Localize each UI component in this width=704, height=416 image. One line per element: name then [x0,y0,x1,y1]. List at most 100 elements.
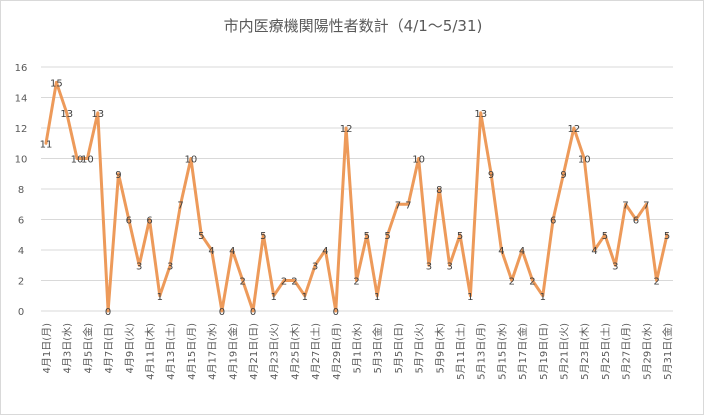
x-tick-label: 5月11日(土) [454,323,467,380]
data-label: 3 [426,261,432,272]
x-tick-label: 5月5日(日) [393,323,405,374]
y-tick-label: 10 [15,155,28,166]
x-tick-label: 5月25日(土) [599,323,612,380]
x-tick-label: 4月21日(日) [248,323,260,380]
data-label: 1 [374,292,380,303]
data-label: 0 [219,307,225,318]
data-label: 2 [653,277,659,288]
x-tick-label: 4月23日(火) [269,323,281,380]
y-tick-label: 14 [15,94,28,105]
data-label: 5 [384,231,390,242]
data-label: 6 [126,216,132,227]
data-label: 5 [602,231,608,242]
data-label: 11 [40,139,53,150]
x-tick-label: 5月13日(月) [476,323,488,380]
x-tick-label: 5月3日(金) [371,323,384,374]
x-tick-label: 4月11日(木) [145,323,157,380]
data-label: 2 [281,277,287,288]
y-tick-label: 12 [15,124,28,135]
x-tick-label: 4月17日(水) [207,323,219,380]
data-label: 13 [91,109,104,120]
data-label: 10 [81,155,94,166]
data-label: 9 [560,170,566,181]
data-label: 4 [208,246,214,257]
data-label: 1 [467,292,473,303]
data-label: 4 [498,246,504,257]
chart-title: 市内医療機関陽性者数計（4/1～5/31) [223,17,483,35]
x-tick-label: 4月15日(月) [186,323,198,380]
x-tick-label: 5月31日(金) [661,323,674,380]
data-label: 8 [436,185,442,196]
x-tick-label: 4月13日(土) [164,323,177,380]
data-label: 6 [146,216,152,227]
data-label: 5 [364,231,370,242]
data-label: 9 [115,170,121,181]
y-tick-label: 0 [18,307,24,318]
data-label: 3 [446,261,452,272]
data-label: 0 [333,307,339,318]
data-label: 4 [519,246,525,257]
data-label: 7 [643,200,649,211]
data-label: 15 [50,78,63,89]
data-label: 7 [622,200,628,211]
x-tick-label: 4月3日(水) [62,323,74,374]
data-label: 10 [578,155,591,166]
y-tick-label: 8 [18,185,24,196]
x-tick-label: 4月25日(木) [289,323,301,380]
x-tick-label: 5月9日(木) [434,323,446,374]
x-tick-label: 5月15日(水) [496,323,508,380]
data-label: 4 [591,246,597,257]
data-label: 2 [529,277,535,288]
y-tick-label: 16 [15,63,28,74]
data-label: 2 [353,277,359,288]
data-label: 4 [229,246,235,257]
data-label: 0 [105,307,111,318]
series-line [44,80,669,313]
data-label: 1 [540,292,546,303]
data-label: 3 [136,261,142,272]
data-label: 5 [457,231,463,242]
data-label: 9 [488,170,494,181]
data-label: 3 [612,261,618,272]
x-tick-label: 5月29日(水) [641,323,653,380]
data-label: 6 [633,216,639,227]
x-tick-label: 4月19日(金) [226,323,239,380]
data-label: 3 [312,261,318,272]
data-label: 0 [250,307,256,318]
data-label: 4 [322,246,328,257]
x-tick-label: 4月1日(月) [41,323,53,374]
x-tick-label: 5月1日(水) [352,323,364,374]
data-label: 2 [239,277,245,288]
data-label: 13 [474,109,487,120]
y-tick-label: 4 [18,246,24,257]
data-label: 1 [157,292,163,303]
data-label: 10 [71,155,84,166]
data-label: 12 [340,124,353,135]
x-tick-label: 5月23日(木) [579,323,591,380]
data-label: 7 [395,200,401,211]
data-label: 10 [185,155,198,166]
x-tick-label: 4月9日(火) [124,323,136,374]
data-label: 1 [302,292,308,303]
data-label: 2 [509,277,515,288]
x-tick-label: 5月21日(火) [559,323,571,380]
data-label: 1 [271,292,277,303]
x-tick-label: 4月29日(月) [331,323,343,380]
x-tick-label: 5月19日(日) [538,323,550,380]
x-tick-label: 4月27日(土) [309,323,322,380]
y-tick-label: 6 [18,216,24,227]
data-label: 5 [664,231,670,242]
x-tick-label: 4月5日(金) [81,323,94,374]
x-tick-label: 5月17日(金) [516,323,529,380]
data-label: 5 [260,231,266,242]
data-label: 6 [550,216,556,227]
data-label: 3 [167,261,173,272]
data-label: 10 [412,155,425,166]
x-tick-label: 5月27日(月) [621,323,633,380]
data-label: 12 [567,124,580,135]
data-label: 2 [291,277,297,288]
y-tick-label: 2 [18,277,24,288]
data-label: 13 [60,109,73,120]
